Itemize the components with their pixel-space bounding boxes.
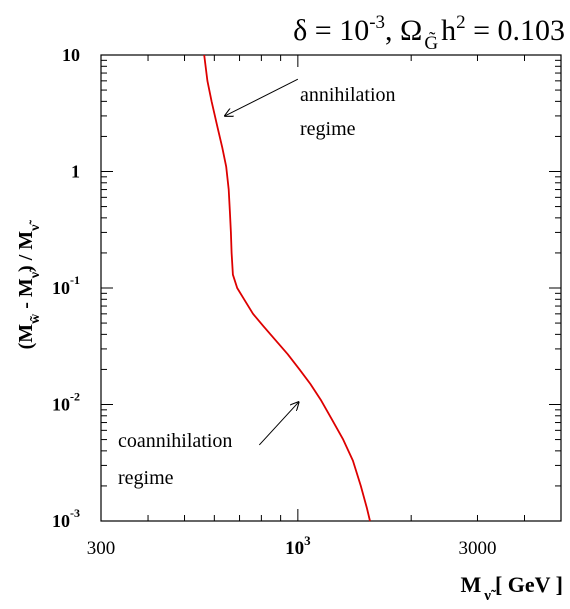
y-tick-label: 10-1 <box>52 273 80 298</box>
series-line <box>203 54 371 522</box>
y-axis-label: (Mw̃ - Mν̃) / Mν̃ <box>15 220 43 350</box>
annotation-label: coannihilation <box>118 430 232 452</box>
annotation-arrow <box>258 402 298 446</box>
y-tick-label: 10-3 <box>52 506 80 531</box>
y-tick-labels: 10 1 10-1 10-2 10-3 <box>52 45 80 531</box>
annotations: annihilation regime coannihilation regime <box>118 78 396 489</box>
x-tick-label: 3000 <box>458 538 496 559</box>
chart-title: δ = 10-3, Ω G̃ h2 = 0.103 <box>293 12 565 54</box>
y-tick-label: 1 <box>71 162 80 182</box>
annotation-label: regime <box>118 467 174 489</box>
tick-marks <box>100 54 562 522</box>
x-tick-label: 300 <box>87 538 116 559</box>
x-tick-labels: 300 103 3000 <box>87 533 497 559</box>
y-tick-label: 10 <box>62 45 80 65</box>
y-tick-label: 10-2 <box>52 390 80 415</box>
annotation-arrow <box>225 78 299 116</box>
annotation-label: annihilation <box>300 84 396 106</box>
annotation-label: regime <box>300 118 356 140</box>
x-tick-label: 103 <box>285 533 311 559</box>
series-group <box>203 54 371 522</box>
